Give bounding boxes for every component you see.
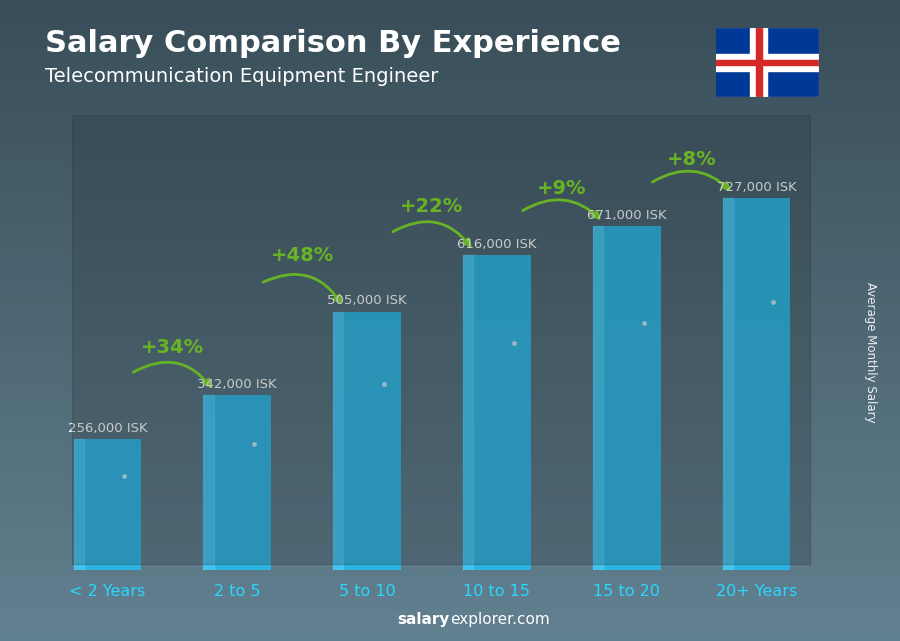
Text: Average Monthly Salary: Average Monthly Salary	[865, 282, 878, 423]
Bar	[203, 395, 213, 570]
Bar	[716, 54, 819, 71]
FancyArrowPatch shape	[523, 200, 599, 218]
Bar	[756, 28, 761, 97]
FancyArrowPatch shape	[133, 362, 211, 387]
Text: 342,000 ISK: 342,000 ISK	[197, 378, 277, 391]
Bar	[464, 254, 473, 570]
Bar	[593, 226, 603, 570]
Text: explorer.com: explorer.com	[450, 612, 550, 627]
FancyArrowPatch shape	[652, 171, 729, 190]
Bar	[750, 28, 767, 97]
Bar	[333, 312, 400, 570]
Text: 505,000 ISK: 505,000 ISK	[328, 294, 407, 308]
Bar	[74, 439, 84, 570]
Text: 727,000 ISK: 727,000 ISK	[716, 181, 796, 194]
Bar	[723, 197, 790, 570]
Text: +8%: +8%	[667, 151, 716, 169]
Text: 616,000 ISK: 616,000 ISK	[457, 238, 536, 251]
Text: 256,000 ISK: 256,000 ISK	[68, 422, 148, 435]
Bar	[593, 226, 661, 570]
Bar	[723, 197, 733, 570]
Bar	[716, 60, 819, 65]
Text: 671,000 ISK: 671,000 ISK	[587, 210, 667, 222]
Bar	[464, 254, 531, 570]
FancyArrowPatch shape	[263, 274, 340, 303]
Text: +9%: +9%	[537, 179, 587, 198]
Text: salary: salary	[398, 612, 450, 627]
Text: +34%: +34%	[140, 338, 204, 356]
Text: Telecommunication Equipment Engineer: Telecommunication Equipment Engineer	[45, 67, 438, 87]
Text: Salary Comparison By Experience: Salary Comparison By Experience	[45, 29, 621, 58]
Bar	[203, 395, 271, 570]
Bar	[74, 439, 141, 570]
Text: +48%: +48%	[271, 246, 334, 265]
Text: +22%: +22%	[400, 197, 464, 216]
Bar	[333, 312, 344, 570]
FancyArrowPatch shape	[393, 222, 470, 246]
